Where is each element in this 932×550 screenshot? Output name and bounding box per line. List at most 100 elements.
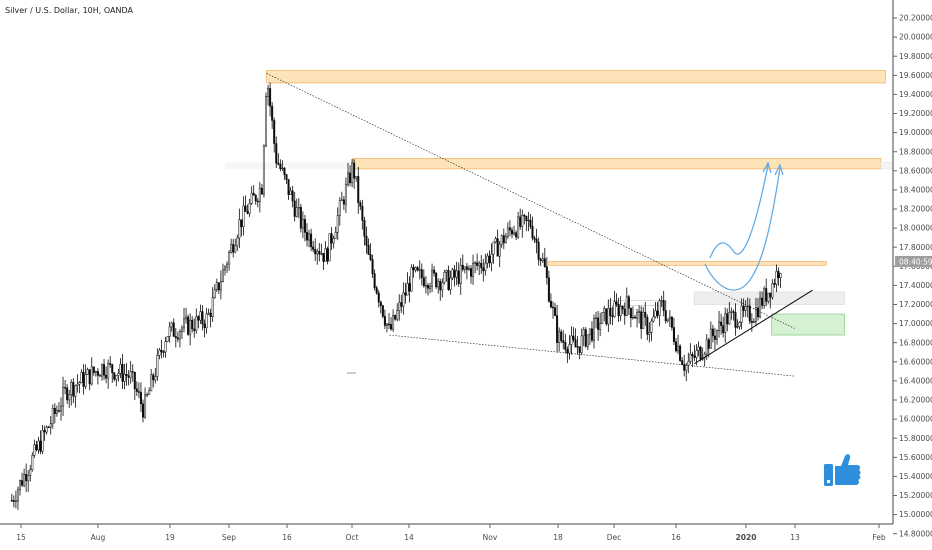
candle-body bbox=[170, 322, 173, 328]
candle-body bbox=[564, 342, 567, 350]
candle-body bbox=[390, 324, 393, 330]
candle-body bbox=[765, 288, 768, 302]
candle-body bbox=[189, 319, 192, 335]
candle-body bbox=[111, 364, 114, 374]
candle-body bbox=[521, 214, 524, 227]
candle-body bbox=[90, 366, 93, 385]
candle-body bbox=[771, 283, 774, 298]
y-tick-label: 20.20000 bbox=[899, 14, 932, 23]
candle-body bbox=[539, 259, 542, 261]
candle-body bbox=[240, 219, 243, 228]
x-tick-label: 2020 bbox=[736, 533, 757, 542]
candle-body bbox=[576, 346, 579, 348]
candle-body bbox=[230, 244, 233, 253]
candle-body bbox=[150, 374, 153, 392]
y-tick-label: 15.60000 bbox=[899, 453, 932, 462]
candle-body bbox=[752, 321, 755, 323]
chart-title: Silver / U.S. Dollar, 10H, OANDA bbox=[5, 6, 134, 15]
thumbs-up-icon bbox=[824, 454, 861, 486]
candle-body bbox=[27, 475, 30, 482]
zone-extension bbox=[880, 161, 894, 170]
projection-arrow-1 bbox=[709, 164, 769, 259]
zone-green-4 bbox=[771, 313, 845, 336]
candle-body bbox=[113, 372, 116, 380]
candle-body bbox=[488, 255, 491, 264]
candle-body bbox=[459, 264, 462, 285]
candle-body bbox=[562, 340, 565, 343]
candle-body bbox=[660, 300, 663, 302]
candle-body bbox=[144, 394, 147, 418]
candle-body bbox=[711, 328, 714, 337]
candle-body bbox=[588, 328, 591, 336]
candle-body bbox=[773, 283, 776, 285]
candle-body bbox=[677, 345, 680, 352]
candle-body bbox=[14, 500, 17, 502]
candle-body bbox=[265, 96, 267, 147]
candle-body bbox=[207, 312, 210, 315]
candle-body bbox=[105, 374, 108, 379]
candle-body bbox=[445, 270, 448, 273]
y-tick-label: 15.00000 bbox=[899, 510, 932, 519]
candle-body bbox=[720, 321, 723, 326]
candle-body bbox=[687, 361, 690, 366]
candle-body bbox=[166, 336, 169, 342]
candle-body bbox=[310, 233, 313, 248]
candle-body bbox=[595, 317, 598, 319]
candle-body bbox=[326, 248, 329, 262]
candle-body bbox=[324, 248, 327, 262]
y-tick-label: 18.00000 bbox=[899, 224, 932, 233]
y-tick-label: 18.80000 bbox=[899, 147, 932, 156]
candle-body bbox=[377, 292, 380, 303]
candle-body bbox=[613, 301, 616, 317]
candle-body bbox=[363, 220, 366, 237]
candle-body bbox=[775, 271, 778, 285]
candle-body bbox=[757, 307, 759, 318]
candle-body bbox=[383, 316, 386, 326]
candle-body bbox=[670, 316, 673, 328]
candle-body bbox=[314, 249, 317, 255]
candle-body bbox=[342, 199, 345, 205]
y-tick-label: 16.60000 bbox=[899, 357, 932, 366]
candles-layer bbox=[10, 82, 782, 510]
candle-body bbox=[381, 305, 384, 317]
y-tick-label: 15.80000 bbox=[899, 434, 932, 443]
candle-body bbox=[568, 344, 571, 354]
annotation-lines bbox=[266, 73, 813, 377]
candle-body bbox=[656, 310, 659, 316]
candle-body bbox=[607, 307, 610, 325]
candle-body bbox=[652, 316, 655, 322]
candle-body bbox=[519, 216, 522, 227]
candle-body bbox=[406, 283, 409, 296]
candle-body bbox=[252, 192, 255, 196]
candle-body bbox=[306, 232, 308, 241]
candle-body bbox=[426, 285, 429, 289]
candle-body bbox=[168, 326, 171, 337]
y-tick-label: 15.20000 bbox=[899, 491, 932, 500]
candle-body bbox=[301, 219, 304, 229]
candle-body bbox=[523, 214, 526, 217]
candle-body bbox=[35, 444, 38, 451]
candle-body bbox=[597, 317, 600, 330]
candle-body bbox=[191, 319, 194, 330]
candle-body bbox=[164, 341, 167, 353]
candle-body bbox=[344, 183, 347, 205]
candle-body bbox=[303, 219, 306, 233]
candle-body bbox=[570, 335, 573, 345]
candle-body bbox=[213, 289, 216, 298]
candle-body bbox=[123, 373, 126, 382]
candle-body bbox=[37, 440, 40, 451]
candle-body bbox=[334, 231, 337, 239]
candle-body bbox=[289, 190, 292, 195]
candle-body bbox=[10, 500, 13, 502]
x-tick-label: 19 bbox=[165, 533, 175, 542]
candle-body bbox=[422, 277, 425, 287]
candle-body bbox=[558, 331, 561, 343]
candle-body bbox=[605, 308, 608, 325]
candle-body bbox=[740, 305, 743, 323]
candle-body bbox=[578, 346, 581, 353]
candle-body bbox=[574, 339, 577, 348]
candle-body bbox=[547, 277, 550, 302]
candle-body bbox=[66, 387, 69, 401]
candle-body bbox=[533, 237, 536, 240]
candle-body bbox=[650, 320, 653, 333]
